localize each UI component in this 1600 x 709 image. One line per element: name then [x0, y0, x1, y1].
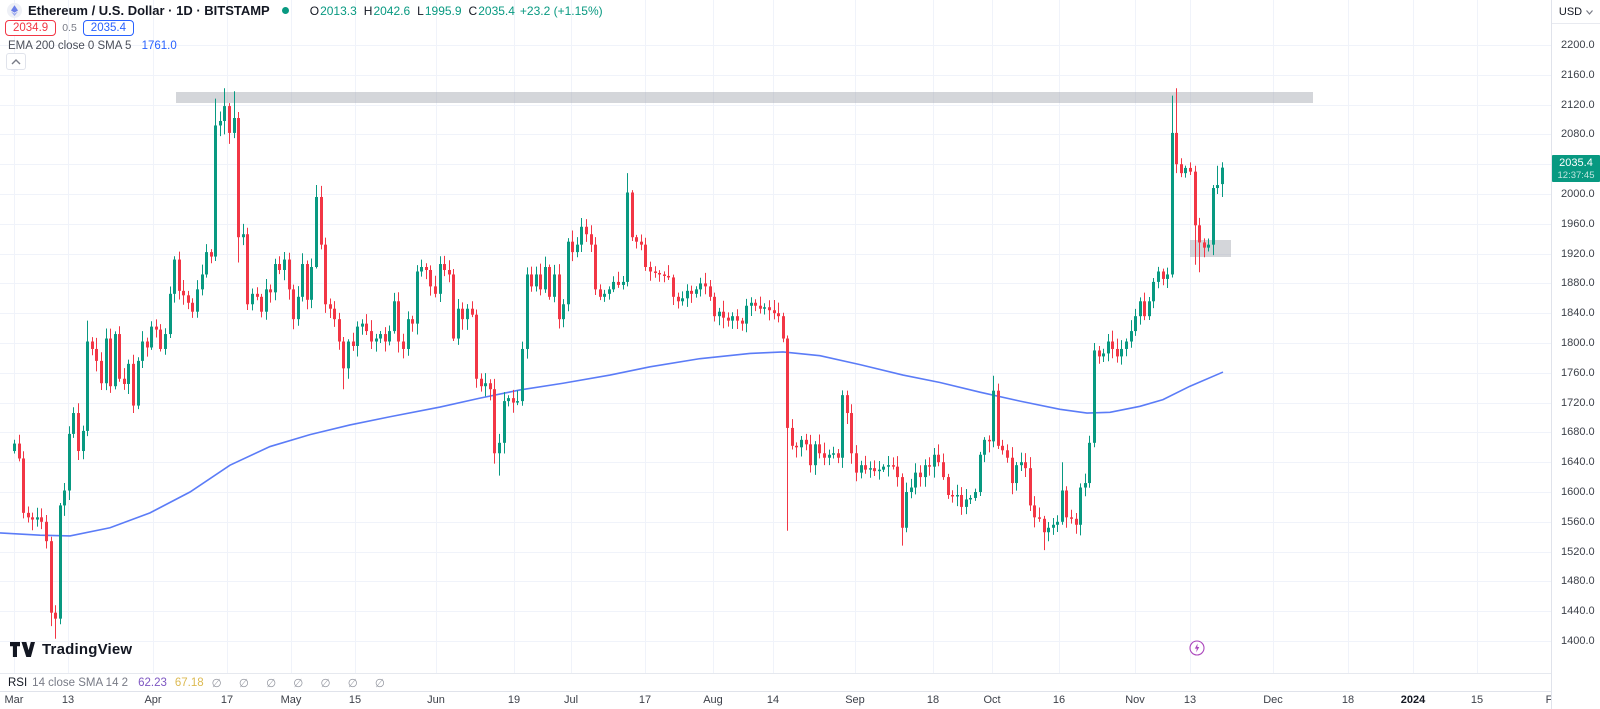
rsi-value: 62.23 [138, 677, 167, 689]
price-tick-label: 1840.0 [1561, 307, 1595, 320]
price-tick-label: 1400.0 [1561, 635, 1595, 647]
time-tick-label: Sep [845, 694, 865, 706]
time-tick-label: 18 [926, 694, 940, 706]
price-tick-label: 1600.0 [1561, 486, 1595, 498]
price-tick-label: 1920.0 [1561, 247, 1595, 260]
change-value: +23.2 (+1.15%) [519, 3, 603, 18]
tradingview-logo-icon [10, 642, 35, 657]
price-axis-separator [1551, 0, 1552, 709]
rsi-label[interactable]: RSI [8, 677, 28, 689]
price-tick-label: 2000.0 [1561, 188, 1595, 200]
price-tick-label: 1760.0 [1561, 366, 1595, 379]
price-tick-label: 1680.0 [1561, 426, 1595, 439]
chevron-up-icon [11, 58, 21, 65]
time-tick-label: 15 [1470, 694, 1484, 706]
time-tick-label: Jun [427, 694, 445, 706]
time-tick-label: Jul [563, 694, 579, 706]
market-open-dot-icon[interactable] [281, 7, 289, 14]
time-tick-label: 17 [220, 694, 234, 706]
time-tick-label: 19 [507, 694, 521, 706]
time-tick-label: 15 [348, 694, 362, 706]
price-tick-label: 1720.0 [1561, 396, 1595, 409]
price-tick-label: 1480.0 [1561, 575, 1595, 588]
time-tick-label: 16 [1052, 694, 1066, 706]
ethereum-icon [7, 3, 22, 18]
rsi-empty-values: ∅ ∅ ∅ ∅ ∅ ∅ ∅ [211, 678, 392, 690]
time-tick-label: 2024 [1400, 694, 1426, 706]
rsi-params: 14 close SMA 14 2 [32, 677, 129, 689]
time-axis-separator [0, 691, 1600, 692]
price-tick-label: 2080.0 [1561, 128, 1595, 141]
ema-indicator-label[interactable]: EMA 200 close 0 SMA 5 [8, 40, 132, 52]
price-tick-label: 1440.0 [1561, 605, 1595, 618]
time-tick-label: 14 [766, 694, 780, 706]
close-value: 2035.4 [478, 3, 515, 18]
time-tick-label: Nov [1125, 694, 1145, 706]
open-label: O [309, 3, 320, 18]
tradingview-logo[interactable]: TradingView [10, 641, 132, 658]
time-tick-label: Oct [983, 694, 1001, 706]
ema-indicator-value: 1761.0 [141, 40, 177, 52]
pane-separator[interactable] [0, 673, 1600, 674]
low-value: 1995.9 [424, 3, 462, 18]
price-tick-label: 1560.0 [1561, 515, 1595, 528]
bar-countdown: 12:37:45 [1557, 169, 1595, 181]
time-tick-label: Dec [1263, 694, 1283, 706]
price-tick-label: 2200.0 [1561, 39, 1595, 51]
collapse-legend-button[interactable] [6, 53, 26, 70]
price-chart-canvas[interactable] [0, 0, 1551, 673]
flash-event-icon[interactable] [1189, 640, 1205, 661]
time-tick-label: May [280, 694, 302, 706]
price-tick-label: 1880.0 [1561, 277, 1595, 290]
price-tick-label: 1800.0 [1561, 337, 1595, 349]
high-label: H [363, 3, 373, 18]
rsi-indicator-legend[interactable]: RSI 14 close SMA 14 2 62.23 67.18 ∅ ∅ ∅ … [8, 676, 392, 690]
price-tick-label: 1640.0 [1561, 456, 1595, 469]
time-tick-label: Fe [1545, 694, 1551, 706]
last-price-value: 2035.4 [1559, 156, 1593, 169]
currency-label: USD [1558, 5, 1583, 18]
time-tick-label: 17 [638, 694, 652, 706]
price-axis[interactable]: USD 1400.0 1440.0 1480.0 1520.0 1560.0 1600.0… [1552, 0, 1600, 709]
time-tick-label: 13 [61, 694, 75, 706]
time-tick-label: Mar [4, 694, 24, 706]
price-tick-label: 2160.0 [1561, 68, 1595, 81]
low-label: L [417, 3, 424, 18]
chevron-down-icon [1586, 6, 1594, 18]
symbol-title[interactable]: Ethereum / U.S. Dollar · 1D · BITSTAMP [28, 3, 270, 18]
spread-value: 0.5 [62, 22, 77, 34]
time-tick-label: Apr [144, 694, 162, 706]
ask-price-button[interactable]: 2035.4 [82, 20, 134, 36]
time-tick-label: 18 [1341, 694, 1355, 706]
time-axis[interactable]: Mar 13 Apr 17 May 15 Jun 19 Jul 17 Aug 14 Sep 18 Oct 16… [0, 692, 1551, 709]
rsi-ma-value: 67.18 [174, 677, 204, 689]
ohlc-values: O 2013.3 H 2042.6 L 1995.9 C 2035.4 +23.2 (+… [303, 4, 603, 18]
open-value: 2013.3 [320, 3, 357, 18]
currency-dropdown[interactable]: USD [1552, 0, 1600, 24]
price-tick-label: 1960.0 [1561, 217, 1595, 230]
last-price-label: 2035.4 12:37:45 [1552, 154, 1600, 182]
price-tick-label: 2120.0 [1561, 98, 1595, 111]
bid-price-button[interactable]: 2034.9 [5, 20, 57, 36]
tradingview-logo-text: TradingView [42, 641, 133, 658]
time-tick-label: Aug [703, 694, 723, 706]
close-label: C [468, 3, 478, 18]
time-tick-label: 13 [1183, 694, 1197, 706]
price-tick-label: 1520.0 [1561, 545, 1595, 558]
high-value: 2042.6 [373, 3, 411, 18]
